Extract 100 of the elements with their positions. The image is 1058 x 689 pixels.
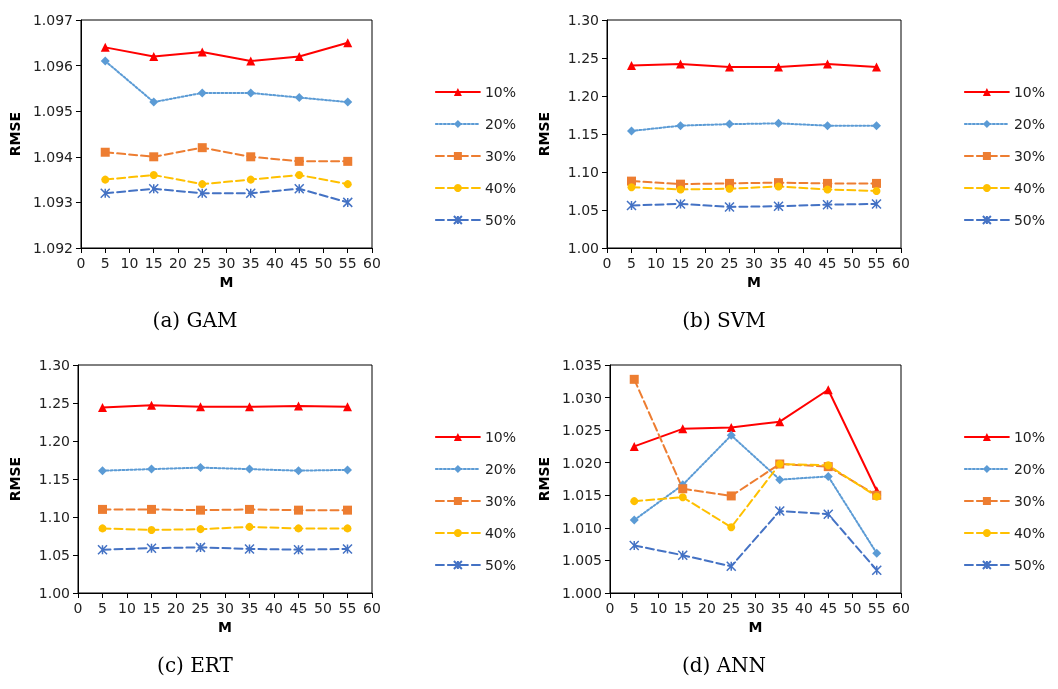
legend-label: 50% xyxy=(484,212,517,228)
x-tick-label: 40 xyxy=(795,600,813,616)
x-tick-label: 60 xyxy=(892,600,910,616)
point xyxy=(872,62,881,72)
point xyxy=(342,543,353,555)
point xyxy=(294,51,304,61)
point xyxy=(676,185,685,194)
x-tick-label: 30 xyxy=(746,600,765,616)
point xyxy=(149,171,158,180)
x-tick-label: 20 xyxy=(696,255,714,271)
x-tick-label: 0 xyxy=(605,600,615,616)
x-tick-label: 5 xyxy=(627,255,636,271)
point xyxy=(148,183,159,194)
point xyxy=(823,121,832,131)
legend-label: 10% xyxy=(1013,84,1046,100)
point xyxy=(725,184,734,193)
legend-label: 20% xyxy=(484,116,517,132)
x-axis-title: M xyxy=(748,618,763,635)
point xyxy=(823,185,832,194)
point xyxy=(245,522,254,531)
point xyxy=(342,197,353,208)
legend-label: 50% xyxy=(1013,557,1046,573)
x-tick-label: 20 xyxy=(167,600,185,616)
y-tick-label: 1.005 xyxy=(561,552,602,569)
point xyxy=(630,497,639,506)
x-tick-label: 45 xyxy=(290,255,309,271)
x-tick-label: 10 xyxy=(118,600,136,616)
x-tick-label: 5 xyxy=(98,600,107,616)
y-axis-title: RMSE xyxy=(536,111,552,157)
point xyxy=(98,403,107,413)
x-tick-label: 35 xyxy=(769,255,788,271)
x-axis-title: M xyxy=(219,273,234,290)
x-tick-label: 0 xyxy=(602,255,612,271)
text: (d) ANN xyxy=(681,653,767,677)
x-tick-label: 45 xyxy=(818,255,837,271)
point xyxy=(727,523,736,532)
point xyxy=(197,143,207,153)
point xyxy=(295,171,304,180)
point xyxy=(823,471,833,481)
y-tick-label: 1.015 xyxy=(561,487,602,504)
point xyxy=(676,121,685,131)
point xyxy=(871,198,882,210)
x-tick-label: 25 xyxy=(193,255,212,271)
x-axis-title: M xyxy=(747,273,761,290)
y-tick-label: 1.10 xyxy=(567,164,599,180)
x-tick-label: 5 xyxy=(629,600,639,616)
point xyxy=(343,180,352,189)
x-tick-label: 45 xyxy=(819,600,838,616)
x-tick-label: 55 xyxy=(338,600,357,616)
y-tick-label: 1.15 xyxy=(38,471,70,487)
point xyxy=(196,402,205,412)
point xyxy=(245,402,254,412)
point xyxy=(100,42,110,52)
point xyxy=(627,61,636,71)
y-tick-label: 1.025 xyxy=(561,422,602,439)
point xyxy=(246,152,256,162)
x-tick-label: 15 xyxy=(673,600,692,616)
legend-label: 40% xyxy=(484,525,517,541)
y-tick-label: 1.010 xyxy=(561,519,602,536)
x-tick-label: 20 xyxy=(698,600,716,616)
x-tick-label: 10 xyxy=(649,600,668,616)
legend-label: 20% xyxy=(484,461,517,477)
point xyxy=(246,175,255,184)
point xyxy=(294,505,303,515)
point xyxy=(149,97,159,107)
x-tick-label: 60 xyxy=(363,255,381,271)
y-tick-label: 1.096 xyxy=(32,57,74,74)
x-tick-label: 40 xyxy=(266,255,284,271)
y-tick-label: 1.00 xyxy=(567,240,599,256)
y-tick-label: 1.15 xyxy=(567,126,599,142)
point xyxy=(244,543,255,555)
point xyxy=(872,187,881,195)
point xyxy=(774,182,783,191)
x-tick-label: 5 xyxy=(100,255,110,271)
x-axis-title: M xyxy=(218,618,232,635)
y-tick-label: 1.092 xyxy=(32,240,73,256)
y-tick-label: 1.094 xyxy=(32,148,74,165)
point xyxy=(823,59,832,69)
y-axis-title: RMSE xyxy=(536,456,552,502)
x-tick-label: 50 xyxy=(843,255,861,271)
point xyxy=(294,524,303,533)
point xyxy=(245,188,256,199)
legend-label: 30% xyxy=(1013,493,1046,509)
y-tick-label: 1.05 xyxy=(38,547,70,563)
x-tick-label: 35 xyxy=(241,255,260,271)
y-tick-label: 1.095 xyxy=(32,103,73,120)
text: (b) SVM xyxy=(682,308,766,332)
x-tick-label: 50 xyxy=(314,600,332,616)
x-tick-label: 35 xyxy=(240,600,259,616)
x-tick-label: 10 xyxy=(647,255,665,271)
x-tick-label: 20 xyxy=(169,255,187,271)
x-tick-label: 55 xyxy=(867,600,886,616)
x-tick-label: 35 xyxy=(770,600,789,616)
point xyxy=(343,505,352,515)
point xyxy=(195,542,206,553)
point xyxy=(627,126,636,136)
point xyxy=(196,188,208,199)
x-tick-label: 0 xyxy=(76,255,86,271)
point xyxy=(343,465,352,475)
point xyxy=(245,464,254,474)
